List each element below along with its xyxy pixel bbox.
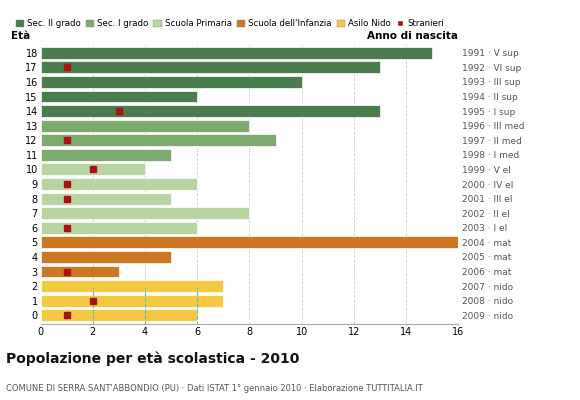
Bar [41, 295, 223, 307]
Bar [41, 105, 380, 117]
Bar [41, 251, 171, 263]
Legend: Sec. II grado, Sec. I grado, Scuola Primaria, Scuola dell'Infanzia, Asilo Nido, : Sec. II grado, Sec. I grado, Scuola Prim… [16, 20, 444, 28]
Bar [41, 178, 197, 190]
Bar [41, 47, 432, 59]
Bar [41, 309, 197, 321]
Text: Età: Età [12, 31, 31, 41]
Bar [41, 222, 197, 234]
Text: COMUNE DI SERRA SANT'ABBONDIO (PU) · Dati ISTAT 1° gennaio 2010 · Elaborazione T: COMUNE DI SERRA SANT'ABBONDIO (PU) · Dat… [6, 384, 423, 393]
Bar [41, 76, 302, 88]
Bar [41, 134, 276, 146]
Bar [41, 280, 223, 292]
Text: Popolazione per età scolastica - 2010: Popolazione per età scolastica - 2010 [6, 352, 299, 366]
Bar [41, 61, 380, 73]
Bar [41, 164, 145, 175]
Bar [41, 149, 171, 161]
Bar [41, 266, 119, 278]
Bar [41, 193, 171, 204]
Bar [41, 207, 249, 219]
Bar [41, 236, 458, 248]
Bar [41, 90, 197, 102]
Bar [41, 120, 249, 132]
Text: Anno di nascita: Anno di nascita [367, 31, 458, 41]
